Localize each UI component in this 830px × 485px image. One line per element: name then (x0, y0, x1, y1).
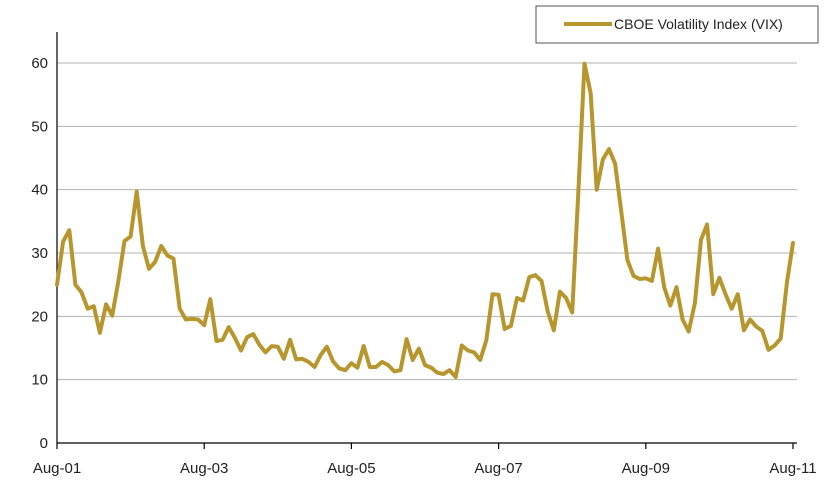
y-tick-label-60: 60 (31, 55, 48, 72)
horizontal-gridlines (57, 62, 797, 381)
y-tick-label-10: 10 (31, 372, 48, 389)
x-tick-label-Aug-09: Aug-09 (622, 460, 670, 477)
y-tick-label-50: 50 (31, 118, 48, 135)
x-tick-label-Aug-01: Aug-01 (33, 460, 81, 477)
vix-series-line (55, 61, 795, 380)
y-tick-label-0: 0 (40, 435, 48, 452)
y-tick-label-20: 20 (31, 308, 48, 325)
x-tick-label-Aug-07: Aug-07 (474, 460, 522, 477)
x-tick-labels: Aug-01 Aug-03 Aug-05 Aug-07 Aug-09 Aug-11 (33, 443, 817, 477)
y-tick-label-40: 40 (31, 182, 48, 199)
x-tick-label-Aug-05: Aug-05 (327, 460, 375, 477)
y-tick-label-30: 30 (31, 245, 48, 262)
y-tick-labels: 0 10 20 30 40 50 60 (31, 55, 48, 452)
legend: CBOE Volatility Index (VIX) (535, 5, 819, 44)
legend-label: CBOE Volatility Index (VIX) (614, 16, 783, 32)
series-group (55, 61, 795, 380)
x-tick-label-Aug-03: Aug-03 (180, 460, 228, 477)
chart-axes (56, 32, 797, 444)
x-tick-label-Aug-11: Aug-11 (769, 460, 816, 477)
